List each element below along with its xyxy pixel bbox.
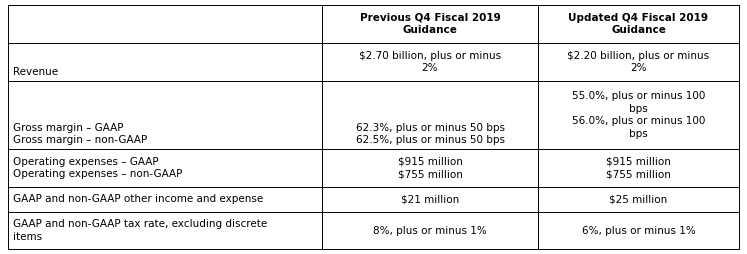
Bar <box>322 5 538 43</box>
Bar <box>322 149 538 187</box>
Text: $915 million
$755 million: $915 million $755 million <box>397 157 462 179</box>
Text: 8%, plus or minus 1%: 8%, plus or minus 1% <box>373 226 487 235</box>
Text: Operating expenses – GAAP
Operating expenses – non-GAAP: Operating expenses – GAAP Operating expe… <box>13 157 182 179</box>
Bar <box>8 81 322 149</box>
Text: $25 million: $25 million <box>610 195 668 204</box>
Bar <box>538 43 739 81</box>
Bar <box>322 187 538 212</box>
Text: Updated Q4 Fiscal 2019
Guidance: Updated Q4 Fiscal 2019 Guidance <box>568 13 708 35</box>
Bar <box>8 149 322 187</box>
Bar <box>322 212 538 249</box>
Bar <box>538 187 739 212</box>
Bar <box>8 5 322 43</box>
Text: 6%, plus or minus 1%: 6%, plus or minus 1% <box>582 226 695 235</box>
Bar <box>538 81 739 149</box>
Bar <box>8 212 322 249</box>
Bar <box>8 43 322 81</box>
Text: 55.0%, plus or minus 100
bps
56.0%, plus or minus 100
bps: 55.0%, plus or minus 100 bps 56.0%, plus… <box>571 91 705 139</box>
Text: $2.20 billion, plus or minus
2%: $2.20 billion, plus or minus 2% <box>568 51 710 73</box>
Bar <box>538 212 739 249</box>
Bar <box>538 149 739 187</box>
Text: GAAP and non-GAAP other income and expense: GAAP and non-GAAP other income and expen… <box>13 195 263 204</box>
Text: Gross margin – GAAP
Gross margin – non-GAAP: Gross margin – GAAP Gross margin – non-G… <box>13 123 147 145</box>
Text: 62.3%, plus or minus 50 bps
62.5%, plus or minus 50 bps: 62.3%, plus or minus 50 bps 62.5%, plus … <box>356 123 504 145</box>
Text: $915 million
$755 million: $915 million $755 million <box>606 157 671 179</box>
Bar <box>538 5 739 43</box>
Text: $21 million: $21 million <box>401 195 459 204</box>
Text: $2.70 billion, plus or minus
2%: $2.70 billion, plus or minus 2% <box>359 51 501 73</box>
Bar <box>322 81 538 149</box>
Text: GAAP and non-GAAP tax rate, excluding discrete
items: GAAP and non-GAAP tax rate, excluding di… <box>13 219 267 242</box>
Text: Previous Q4 Fiscal 2019
Guidance: Previous Q4 Fiscal 2019 Guidance <box>359 13 500 35</box>
Bar <box>322 43 538 81</box>
Text: Revenue: Revenue <box>13 67 58 77</box>
Bar <box>8 187 322 212</box>
